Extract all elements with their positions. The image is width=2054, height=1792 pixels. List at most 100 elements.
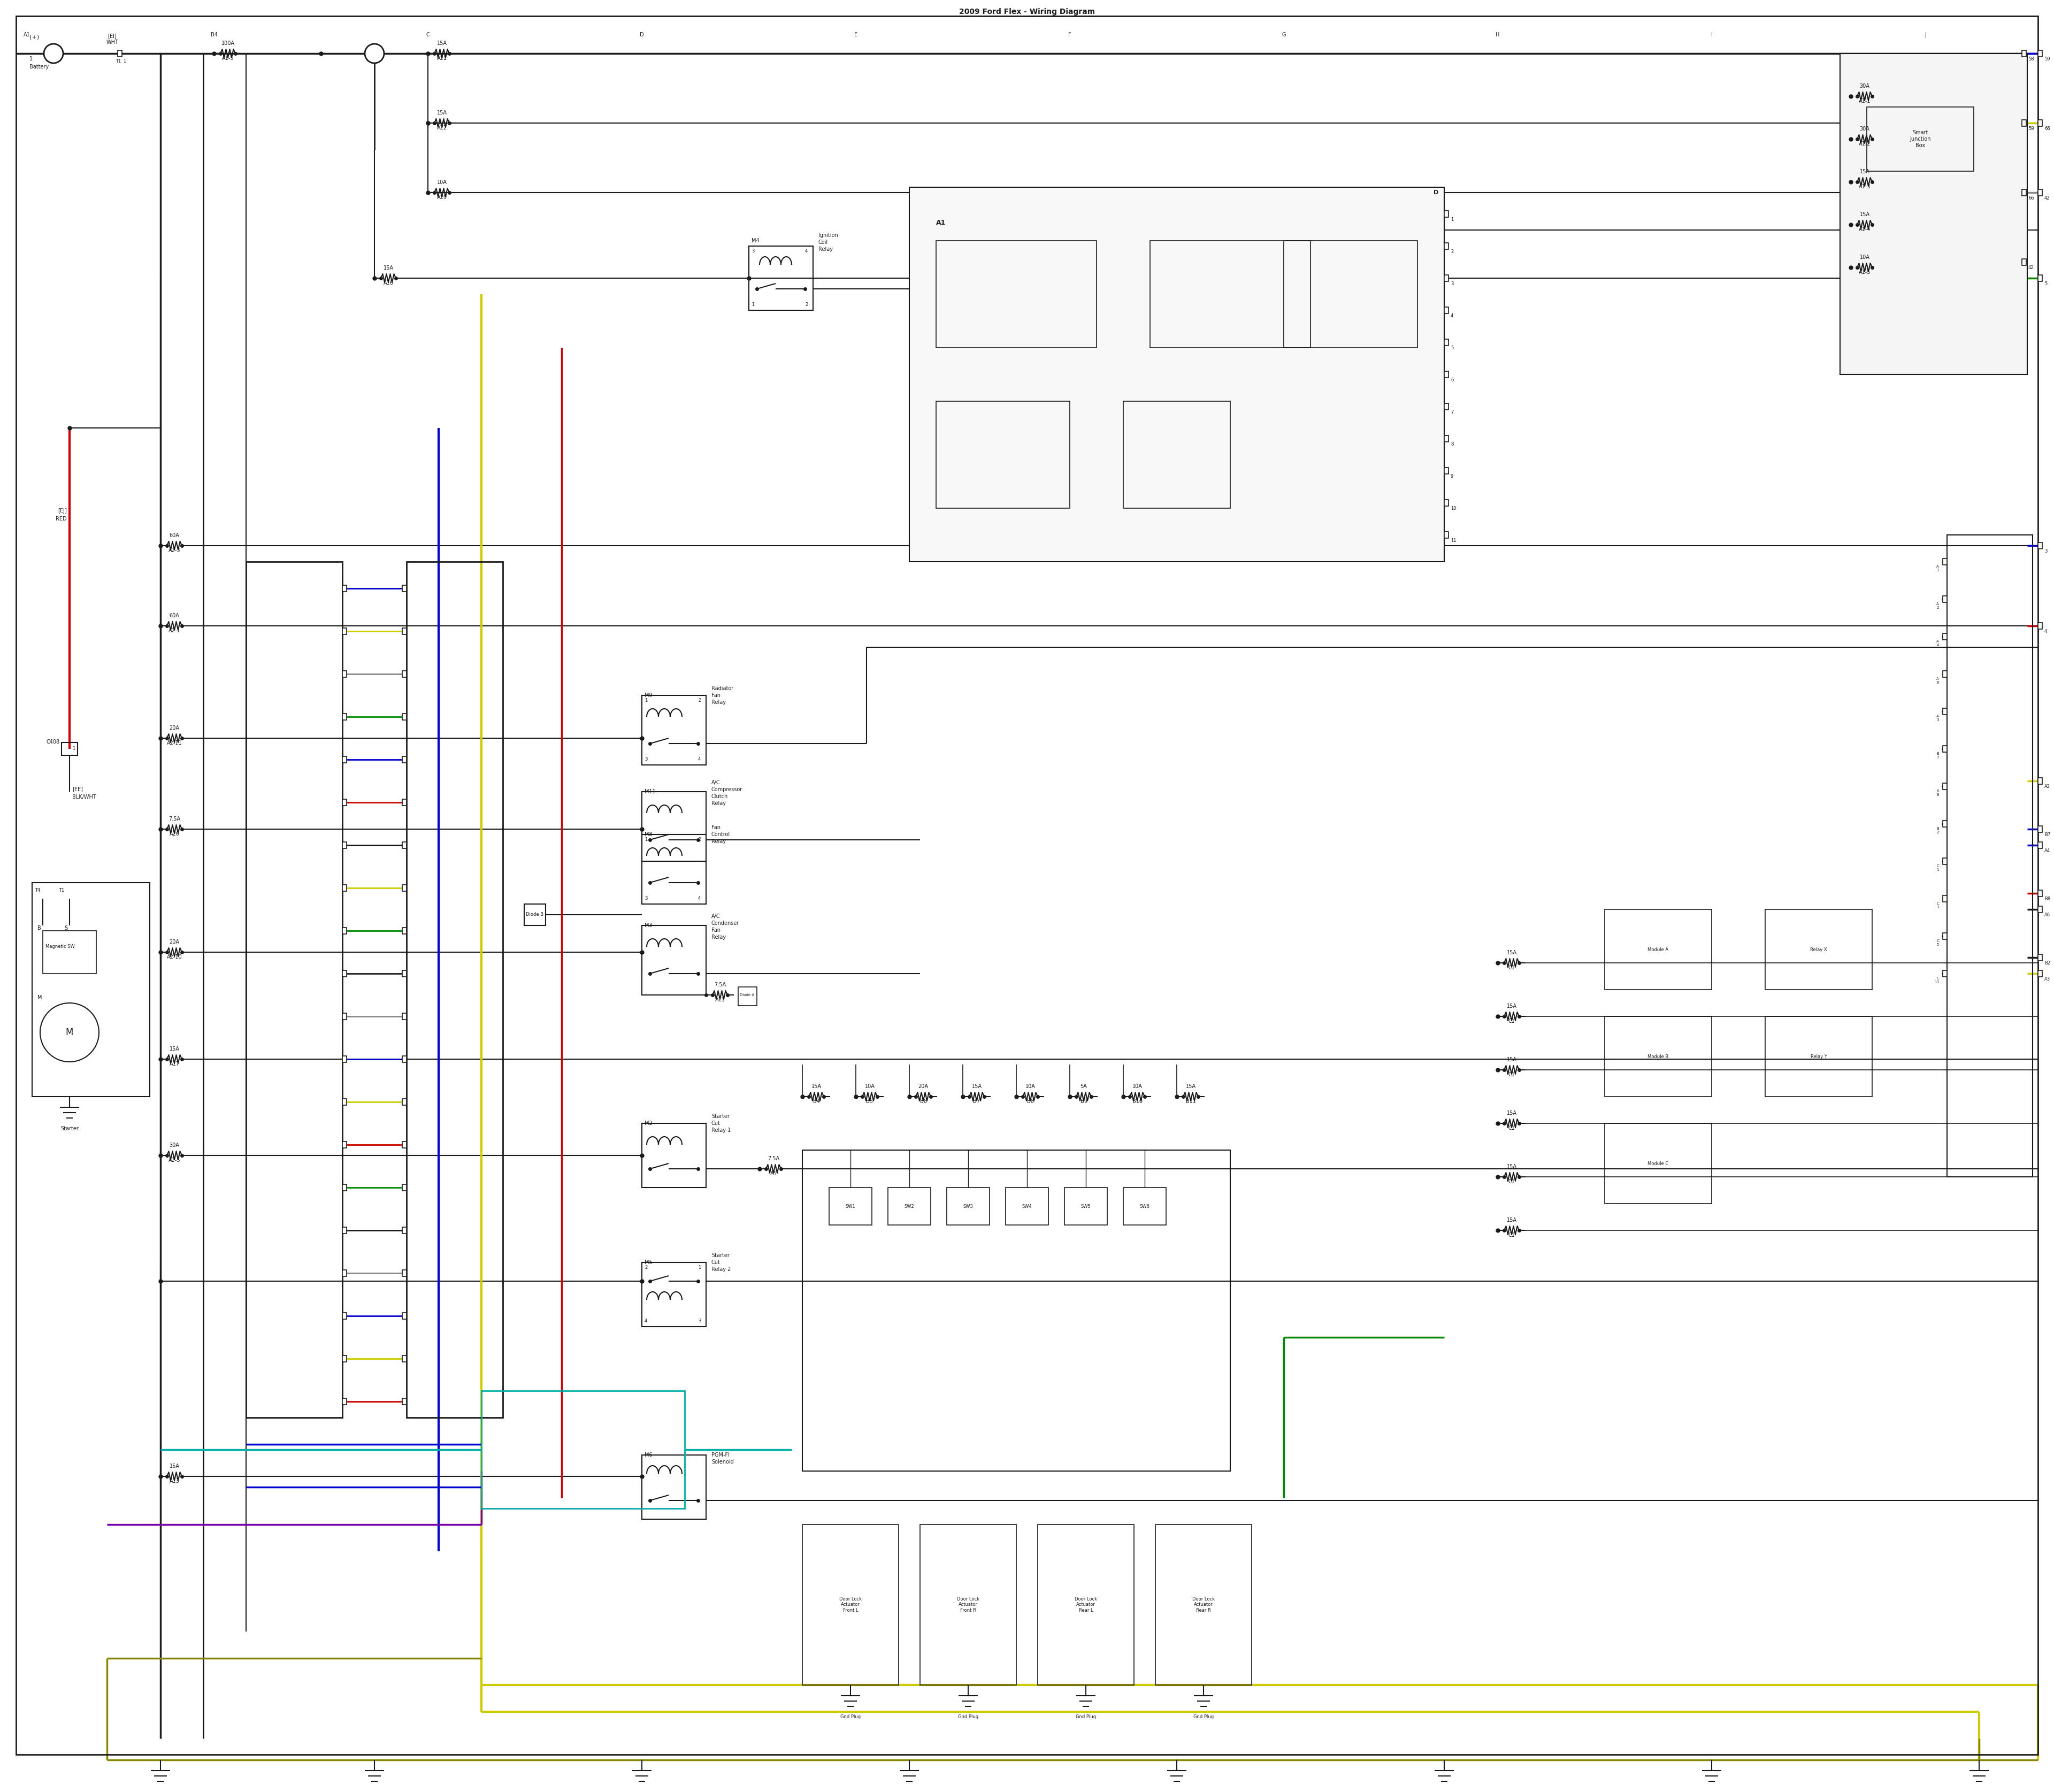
- Bar: [343, 670, 347, 677]
- Text: 4: 4: [645, 1319, 647, 1324]
- Text: A1-5: A1-5: [222, 56, 234, 61]
- Text: A2-1: A2-1: [168, 627, 181, 633]
- Text: 15A: 15A: [438, 109, 448, 115]
- Text: 15A: 15A: [1506, 950, 1516, 955]
- Bar: [737, 987, 756, 1005]
- Text: Relay X: Relay X: [1810, 948, 1828, 952]
- Text: B4: B4: [813, 1098, 820, 1104]
- Text: Starter: Starter: [711, 1113, 729, 1118]
- Text: Door Lock
Actuator
Front R: Door Lock Actuator Front R: [957, 1597, 980, 1613]
- Text: 15A: 15A: [1506, 1217, 1516, 1222]
- Text: RED: RED: [55, 516, 68, 521]
- Text: A26: A26: [168, 831, 179, 837]
- Bar: [1943, 597, 1947, 602]
- Bar: [343, 1142, 347, 1149]
- Text: 1: 1: [698, 1265, 700, 1271]
- Text: 3: 3: [645, 896, 647, 901]
- Text: 15A: 15A: [1185, 1084, 1195, 1090]
- Text: A
1: A 1: [1937, 564, 1939, 572]
- Text: Relay: Relay: [711, 839, 725, 844]
- Bar: [403, 1314, 407, 1319]
- Text: 15A: 15A: [972, 1084, 982, 1090]
- Text: 10A: 10A: [865, 1084, 875, 1090]
- Text: E: E: [854, 32, 857, 38]
- Bar: [1124, 1188, 1167, 1226]
- Bar: [403, 586, 407, 591]
- Text: A1: A1: [937, 219, 947, 226]
- Text: Smart
Junction
Box: Smart Junction Box: [1910, 131, 1931, 149]
- Text: SW2: SW2: [904, 1204, 914, 1208]
- Bar: [2038, 50, 2042, 57]
- Bar: [1943, 934, 1947, 939]
- Text: B9: B9: [1080, 1098, 1087, 1104]
- Text: 15A: 15A: [1506, 1111, 1516, 1116]
- Text: Radiator: Radiator: [711, 686, 733, 692]
- Text: Cut: Cut: [711, 1120, 721, 1125]
- Text: A1: A1: [23, 32, 31, 38]
- Text: M8: M8: [645, 831, 653, 837]
- Text: Module A: Module A: [1647, 948, 1668, 952]
- Text: A
4: A 4: [1937, 640, 1939, 647]
- Text: Coil: Coil: [817, 240, 828, 246]
- Text: Relay 2: Relay 2: [711, 1267, 731, 1272]
- Bar: [750, 246, 813, 310]
- Bar: [2038, 826, 2042, 831]
- Text: BLK/WHT: BLK/WHT: [72, 794, 97, 799]
- Bar: [641, 695, 707, 765]
- Text: 15A: 15A: [1859, 211, 1869, 217]
- Text: G: G: [1282, 32, 1286, 38]
- Bar: [1444, 371, 1448, 378]
- Bar: [403, 1055, 407, 1063]
- Text: A3: A3: [2044, 977, 2050, 982]
- Text: B7: B7: [974, 1098, 980, 1104]
- Text: 1: 1: [752, 303, 754, 306]
- Text: 2: 2: [645, 1265, 647, 1271]
- Bar: [403, 1398, 407, 1405]
- Bar: [2038, 274, 2042, 281]
- Bar: [343, 799, 347, 806]
- Text: 4: 4: [805, 249, 807, 253]
- Text: 11: 11: [1450, 538, 1456, 543]
- Bar: [1943, 896, 1947, 901]
- Bar: [1444, 211, 1448, 217]
- Text: 5: 5: [1450, 346, 1454, 351]
- Bar: [641, 1124, 707, 1188]
- Bar: [403, 1185, 407, 1190]
- Bar: [2038, 120, 2042, 125]
- Text: 10A: 10A: [1859, 254, 1869, 260]
- Text: C1: C1: [1508, 1233, 1516, 1238]
- Text: C408: C408: [47, 740, 60, 745]
- Text: M6: M6: [645, 1452, 653, 1457]
- Bar: [830, 1188, 871, 1226]
- Bar: [1943, 969, 1947, 977]
- Text: A2-10: A2-10: [166, 955, 183, 961]
- Text: Relay: Relay: [711, 934, 725, 939]
- Bar: [403, 1228, 407, 1233]
- Text: A2-3: A2-3: [168, 548, 181, 554]
- Text: M5: M5: [645, 1260, 653, 1265]
- Text: A/C: A/C: [711, 780, 721, 785]
- Text: C
1: C 1: [1937, 864, 1939, 871]
- Bar: [343, 586, 347, 591]
- Bar: [403, 799, 407, 806]
- Text: T4: T4: [35, 889, 41, 892]
- Bar: [1604, 1016, 1711, 1097]
- Bar: [343, 1398, 347, 1405]
- Text: 3: 3: [1450, 281, 1454, 287]
- Text: 9: 9: [1450, 473, 1454, 478]
- Text: B
2: B 2: [1937, 826, 1939, 833]
- Text: M9: M9: [645, 694, 653, 699]
- Bar: [403, 670, 407, 677]
- Text: C1: C1: [1508, 1179, 1516, 1185]
- Bar: [1124, 401, 1230, 509]
- Bar: [1006, 1188, 1048, 1226]
- Text: [EJ]: [EJ]: [58, 509, 68, 514]
- Text: Gnd Plug: Gnd Plug: [1076, 1715, 1097, 1719]
- Bar: [343, 1271, 347, 1276]
- Text: 42: 42: [2027, 265, 2033, 271]
- Text: B10: B10: [1132, 1098, 1142, 1104]
- Text: 1: 1: [645, 837, 647, 842]
- Text: 30A: 30A: [168, 1143, 179, 1149]
- Text: 42: 42: [2044, 195, 2050, 201]
- Text: M3: M3: [645, 923, 653, 928]
